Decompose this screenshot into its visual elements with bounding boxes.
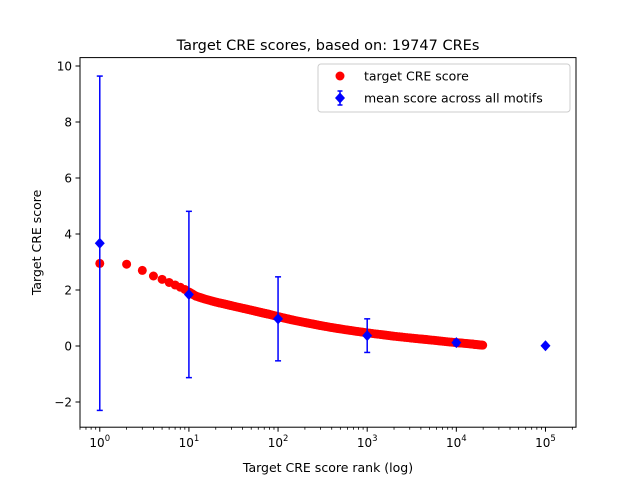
- x-tick-label: 101: [179, 434, 200, 450]
- legend-marker-target-score: [335, 71, 345, 81]
- x-tick-label: 104: [446, 434, 467, 450]
- mean-score-point: [94, 237, 105, 249]
- mean-score-point: [362, 330, 373, 342]
- mean-score-point: [540, 340, 551, 352]
- x-tick-label: 102: [268, 434, 289, 450]
- y-tick-label: 2: [64, 284, 72, 298]
- y-tick-label: 0: [64, 340, 72, 354]
- legend-marker-mean-score: [335, 92, 345, 104]
- mean-score-point: [183, 288, 194, 300]
- target-score-point: [477, 340, 487, 350]
- y-axis: −2 0 2 4 6 8 10: [54, 60, 80, 410]
- mean-score-point: [451, 337, 462, 349]
- x-tick-label: 100: [89, 434, 110, 450]
- target-score-point: [157, 274, 167, 284]
- legend: target CRE score mean score across all m…: [317, 63, 571, 113]
- y-tick-label: −2: [54, 396, 72, 410]
- legend-frame: [317, 63, 571, 113]
- legend-label-target-score: target CRE score: [364, 69, 469, 84]
- chart-title: Target CRE scores, based on: 19747 CREs: [176, 38, 480, 54]
- plot-frame: [79, 57, 577, 428]
- x-axis-label: Target CRE score rank (log): [242, 460, 413, 475]
- y-tick-label: 8: [64, 116, 72, 130]
- target-score-point: [148, 271, 158, 281]
- legend-label-mean-score: mean score across all motifs: [364, 91, 543, 106]
- x-axis: 100 101 102 103 104 105: [79, 427, 573, 450]
- x-tick-label: 103: [357, 434, 378, 450]
- plot-content: [94, 75, 551, 412]
- y-tick-label: 4: [64, 228, 72, 242]
- target-score-point: [122, 259, 132, 269]
- y-tick-label: 10: [57, 60, 72, 74]
- y-tick-label: 6: [64, 172, 72, 186]
- mean-score-point: [273, 313, 284, 325]
- y-axis-label: Target CRE score: [29, 189, 44, 296]
- x-tick-label: 105: [535, 434, 556, 450]
- target-score-point: [137, 265, 147, 275]
